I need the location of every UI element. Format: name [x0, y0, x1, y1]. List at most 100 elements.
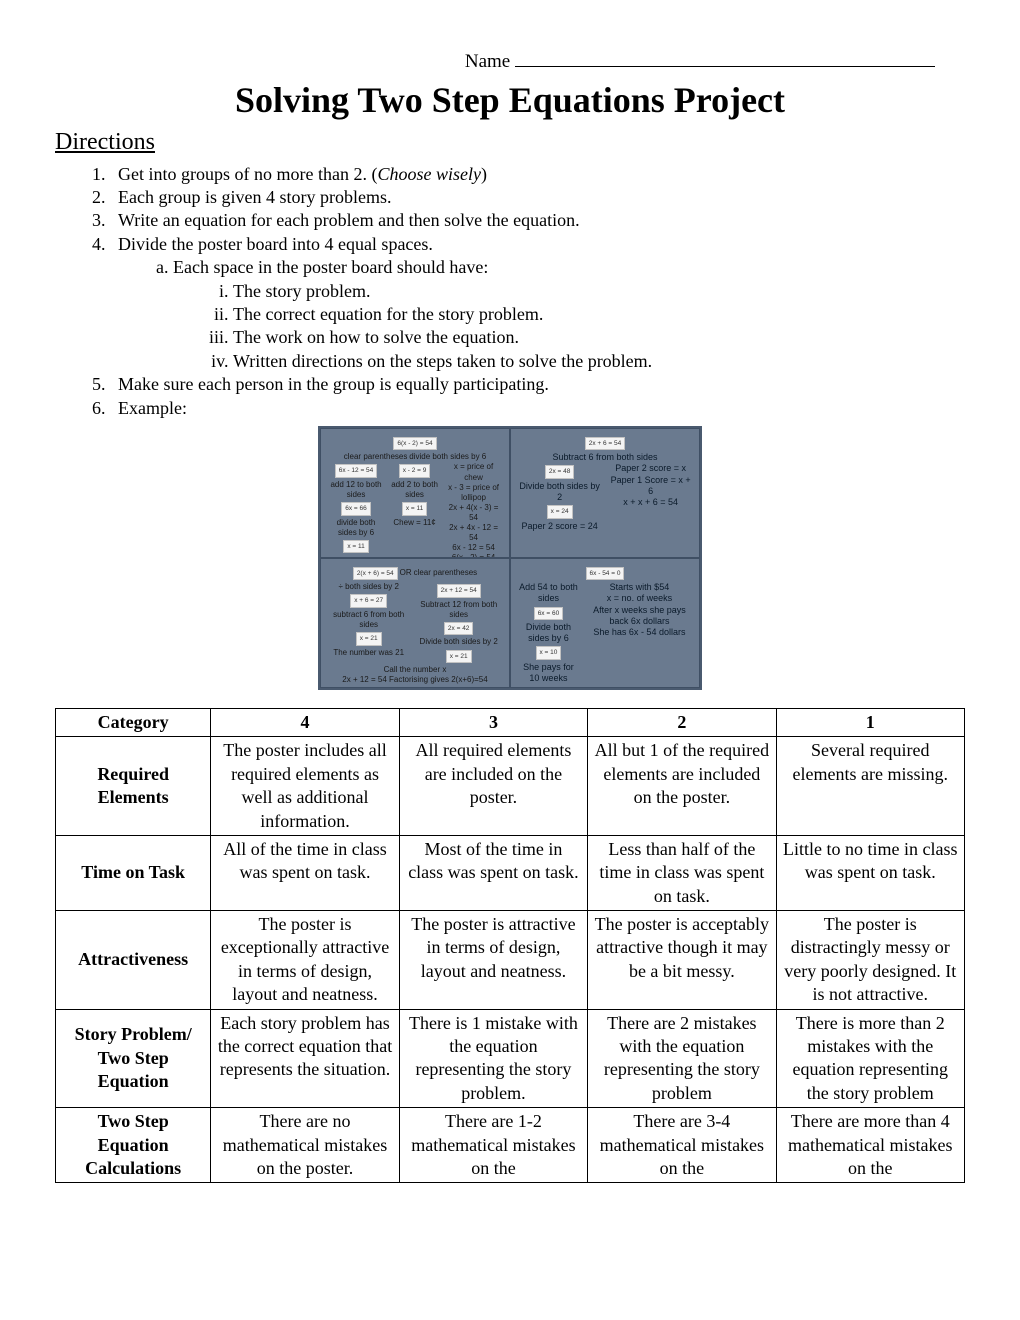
hand-text: divide both sides by 6: [409, 452, 486, 461]
table-row: Story Problem/ Two Step EquationEach sto…: [56, 1009, 965, 1108]
rubric-cell: There are 2 mistakes with the equation r…: [588, 1009, 776, 1108]
direction-item: Write an equation for each problem and t…: [110, 209, 965, 232]
rubric-cell: Each story problem has the correct equat…: [211, 1009, 399, 1108]
direction-subsubitem: The correct equation for the story probl…: [233, 303, 965, 326]
poster-quadrant-4: 6x - 54 = 0 Add 54 to both sides 6x = 60…: [510, 558, 700, 688]
rubric-cell: All of the time in class was spent on ta…: [211, 835, 399, 910]
hand-text: She pays for 10 weeks: [523, 662, 574, 683]
rubric-cell: The poster includes all required element…: [211, 737, 399, 836]
hand-text: After x weeks she pays back 6x dollars: [593, 605, 686, 626]
direction-subsubitem: The work on how to solve the equation.: [233, 326, 965, 349]
hand-text: x = price of chew: [454, 462, 493, 481]
rubric-cell: All but 1 of the required elements are i…: [588, 737, 776, 836]
eq-note: 2x + 6 = 54: [585, 437, 626, 450]
rubric-header: 3: [399, 708, 587, 736]
rubric-cell: The poster is attractive in terms of des…: [399, 911, 587, 1010]
hand-text: subtract 6 from both sides: [333, 610, 404, 629]
name-label: Name: [465, 51, 510, 72]
direction-text-italic: Choose wisely: [377, 164, 481, 184]
work-note: 6x - 12 = 54: [335, 464, 378, 477]
rubric-cell: The poster is acceptably attractive thou…: [588, 911, 776, 1010]
rubric-cell: The poster is distractingly messy or ver…: [776, 911, 964, 1010]
direction-text: Each space in the poster board should ha…: [173, 257, 488, 277]
work-note: x + 6 = 27: [350, 594, 387, 607]
direction-item: Divide the poster board into 4 equal spa…: [110, 233, 965, 373]
work-note: 6x = 60: [534, 607, 564, 620]
eq-note: 6x - 54 = 0: [586, 567, 625, 580]
page-title: Solving Two Step Equations Project: [55, 77, 965, 124]
hand-text: add 2 to both sides: [391, 480, 438, 499]
work-note: 2x = 48: [545, 465, 575, 478]
poster-quadrant-2: 2x + 6 = 54 Subtract 6 from both sides 2…: [510, 428, 700, 558]
direction-item: Example:: [110, 397, 965, 420]
name-line: Name: [55, 50, 965, 75]
rubric-cell: Little to no time in class was spent on …: [776, 835, 964, 910]
rubric-cell: There are 3-4 mathematical mistakes on t…: [588, 1108, 776, 1183]
hand-text: x = no. of weeks: [607, 593, 672, 603]
direction-item: Make sure each person in the group is eq…: [110, 373, 965, 396]
direction-text: ): [481, 164, 487, 184]
hand-text: x - 3 = price of lollipop: [448, 483, 499, 502]
rubric-category: Two Step Equation Calculations: [56, 1108, 211, 1183]
hand-text: ÷ both sides by 2: [338, 582, 398, 591]
direction-text: Get into groups of no more than 2. (: [118, 164, 377, 184]
hand-text: 2x + 4x - 12 = 54: [449, 523, 498, 542]
table-row: Two Step Equation CalculationsThere are …: [56, 1108, 965, 1183]
direction-item: Get into groups of no more than 2. (Choo…: [110, 163, 965, 186]
hand-text: 2x + 12 = 54 Factorising gives 2(x+6)=54: [342, 675, 487, 684]
hand-text: Add 54 to both sides: [519, 582, 578, 603]
rubric-cell: There are more than 4 mathematical mista…: [776, 1108, 964, 1183]
eq-note: 2(x + 6) = 54: [353, 567, 398, 580]
rubric-category: Required Elements: [56, 737, 211, 836]
rubric-cell: All required elements are included on th…: [399, 737, 587, 836]
hand-text: Paper 2 score = 24: [521, 521, 597, 531]
work-note: x = 11: [343, 540, 368, 553]
hand-text: Subtract 12 from both sides: [420, 600, 497, 619]
rubric-table: Category 4 3 2 1 Required ElementsThe po…: [55, 708, 965, 1183]
work-note: x = 21: [356, 632, 382, 645]
hand-text: Paper 1 Score = x + 6: [611, 475, 691, 496]
rubric-cell: Several required elements are missing.: [776, 737, 964, 836]
hand-text: Call the number x: [384, 665, 447, 674]
hand-text: Paper 2 score = x: [615, 463, 686, 473]
rubric-cell: Less than half of the time in class was …: [588, 835, 776, 910]
eq-note: 6(x - 2) = 54: [393, 437, 436, 450]
hand-text: 2x + 4(x - 3) = 54: [449, 503, 499, 522]
rubric-header-row: Category 4 3 2 1: [56, 708, 965, 736]
hand-text: Divide both sides by 2: [420, 637, 498, 646]
example-poster-wrap: 6(x - 2) = 54 clear parentheses divide b…: [55, 426, 965, 690]
hand-text: 6x - 12 = 54: [452, 543, 494, 552]
directions-heading: Directions: [55, 127, 965, 158]
table-row: AttractivenessThe poster is exceptionall…: [56, 911, 965, 1010]
hand-text: clear parentheses: [344, 452, 408, 461]
rubric-header: 2: [588, 708, 776, 736]
hand-text: Chew = 11¢: [393, 518, 435, 527]
direction-text: Divide the poster board into 4 equal spa…: [118, 234, 433, 254]
example-poster: 6(x - 2) = 54 clear parentheses divide b…: [318, 426, 702, 690]
rubric-category: Story Problem/ Two Step Equation: [56, 1009, 211, 1108]
hand-text: x + x + 6 = 54: [623, 497, 678, 507]
poster-quadrant-1: 6(x - 2) = 54 clear parentheses divide b…: [320, 428, 510, 558]
work-note: 6x = 66: [341, 502, 371, 515]
name-blank: [515, 66, 935, 67]
hand-text: Subtract 6 from both sides: [552, 452, 657, 462]
hand-text: divide both sides by 6: [337, 518, 376, 537]
direction-subitem: Each space in the poster board should ha…: [173, 256, 965, 373]
hand-text: Divide both sides by 2: [519, 481, 600, 502]
rubric-category: Time on Task: [56, 835, 211, 910]
rubric-category: Attractiveness: [56, 911, 211, 1010]
rubric-cell: The poster is exceptionally attractive i…: [211, 911, 399, 1010]
work-note: x = 11: [402, 502, 427, 515]
work-note: x = 24: [547, 505, 573, 518]
work-note: x = 10: [536, 646, 562, 659]
hand-text: Starts with $54: [610, 582, 670, 592]
direction-subsubitem: The story problem.: [233, 280, 965, 303]
work-note: x = 21: [446, 650, 472, 663]
table-row: Time on TaskAll of the time in class was…: [56, 835, 965, 910]
table-row: Required ElementsThe poster includes all…: [56, 737, 965, 836]
hand-text: She has 6x - 54 dollars: [593, 627, 685, 637]
rubric-cell: Most of the time in class was spent on t…: [399, 835, 587, 910]
rubric-cell: There are no mathematical mistakes on th…: [211, 1108, 399, 1183]
direction-item: Each group is given 4 story problems.: [110, 186, 965, 209]
rubric-header: Category: [56, 708, 211, 736]
